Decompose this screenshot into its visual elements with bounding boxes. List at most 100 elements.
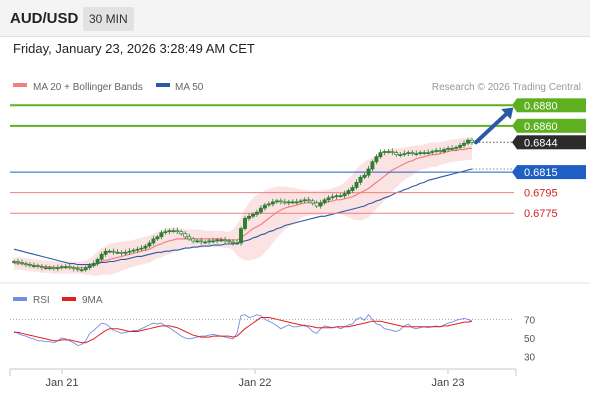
candle [326,195,331,203]
candle-body [390,151,395,153]
rsi-ma-line [14,317,473,344]
candle-body [167,230,172,233]
timeframe-button[interactable]: 30 MIN [83,7,134,31]
candle-body [16,261,20,263]
candle-body [199,240,204,243]
candle-body [207,240,212,243]
candle-body [227,240,232,243]
x-axis-tick-label: Jan 22 [238,377,271,389]
ma50-legend-label: MA 50 [175,82,204,93]
price-tag-bg [517,165,586,180]
candle-body [12,261,16,263]
candle-body [386,151,391,153]
candle-body [187,236,192,240]
candle [358,175,363,185]
candle-body [155,236,160,240]
candle [55,264,60,272]
candle [175,227,180,235]
candle [163,228,168,235]
candle-body [247,215,251,219]
candle-body [438,150,443,152]
candle-body [91,263,96,267]
price-tag-pointer [512,135,517,150]
candle [87,263,92,271]
candle [16,258,20,266]
price-tag-label: 0.6844 [524,137,558,149]
candle-body [410,152,415,154]
candle-body [195,240,200,243]
candle [342,190,347,199]
candle-body [446,148,451,150]
price-tag-label: 0.6775 [524,208,558,220]
candle [215,237,220,244]
candle [338,193,343,198]
candle [183,231,188,240]
candle [119,250,124,256]
candle-body [31,265,36,267]
candle-body [282,201,287,204]
candle-body [382,151,387,153]
candle [406,150,411,157]
rsi-axis-label: 30 [524,353,536,364]
candle-body [338,195,343,198]
candle [99,251,104,262]
candle-body [366,168,371,176]
candle [354,179,359,190]
candle [426,149,431,155]
candle [254,209,259,217]
candle-body [426,152,431,154]
candle [462,140,466,148]
candle-body [310,200,315,204]
bollinger-band [14,137,472,276]
candle [207,238,212,245]
candle-body [115,251,120,254]
price-levels [10,104,514,214]
candle [51,265,56,271]
candle [167,228,172,235]
candle-body [179,231,184,235]
candle [470,137,474,145]
candle-body [51,267,56,270]
price-tag-pointer [512,118,517,133]
candle-body [175,230,180,233]
rsi-axis-label: 50 [524,334,536,345]
candle-body [103,250,108,255]
copyright-text: Research © 2026 Trading Central [432,82,581,93]
candle-body [87,265,92,269]
candle [171,228,176,233]
candle [270,198,275,207]
candle [306,196,311,203]
candle [454,145,459,152]
candle [12,259,16,264]
candle-body [306,199,311,202]
candle-body [450,148,455,150]
candle [266,201,271,208]
candle [227,238,232,245]
candle-body [322,199,327,204]
candle [366,165,371,178]
candle [43,264,48,270]
candle-body [298,200,303,203]
candle [103,248,108,257]
rsi-axis-label: 70 [524,315,536,326]
rsi-legend-label: RSI [33,295,50,306]
candle-body [262,204,267,209]
candle-body [23,263,28,265]
candle-body [235,242,239,245]
candle-body [374,156,379,163]
candle-body [314,202,319,207]
rsi-legend-swatch [13,297,27,301]
candle [67,263,72,270]
candle-body [254,211,259,215]
candle [123,249,128,256]
candle-body [123,251,128,254]
candle-body [127,250,132,253]
candle-body [378,152,383,158]
candle-body [239,228,243,244]
candle [139,245,144,252]
candle [243,215,247,231]
candle-body [258,207,263,213]
candle-body [342,193,347,197]
